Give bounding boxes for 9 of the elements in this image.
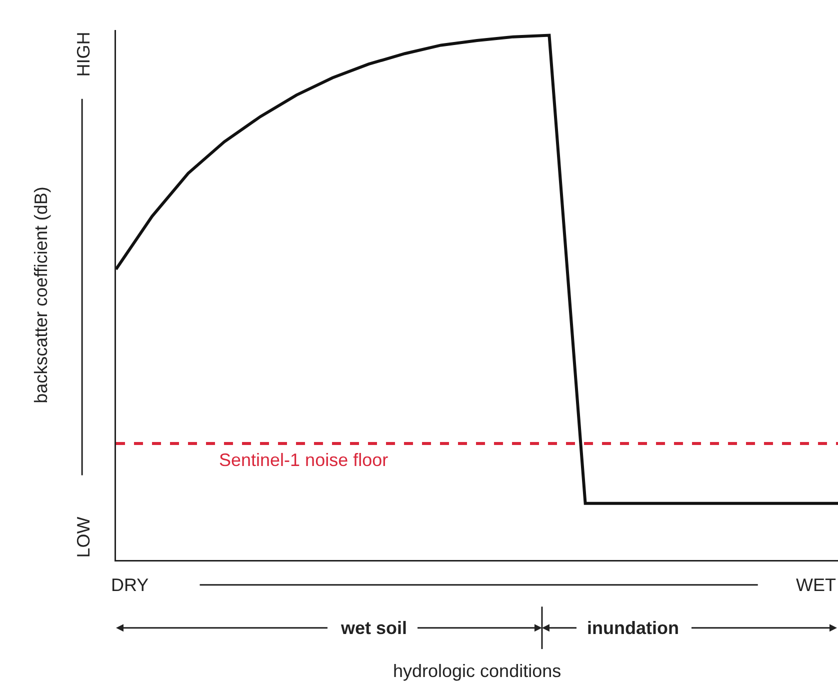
y-axis-title: backscatter coefficient (dB) (30, 186, 51, 404)
text: hydrologic conditions (393, 661, 562, 681)
text: HIGH (74, 32, 94, 77)
text: inundation (587, 618, 679, 638)
text: wet soil (340, 618, 408, 638)
ref-line-label: Sentinel-1 noise floor (219, 450, 388, 470)
text: LOW (74, 516, 94, 558)
text: DRY (111, 575, 149, 595)
text: WET (796, 575, 836, 595)
